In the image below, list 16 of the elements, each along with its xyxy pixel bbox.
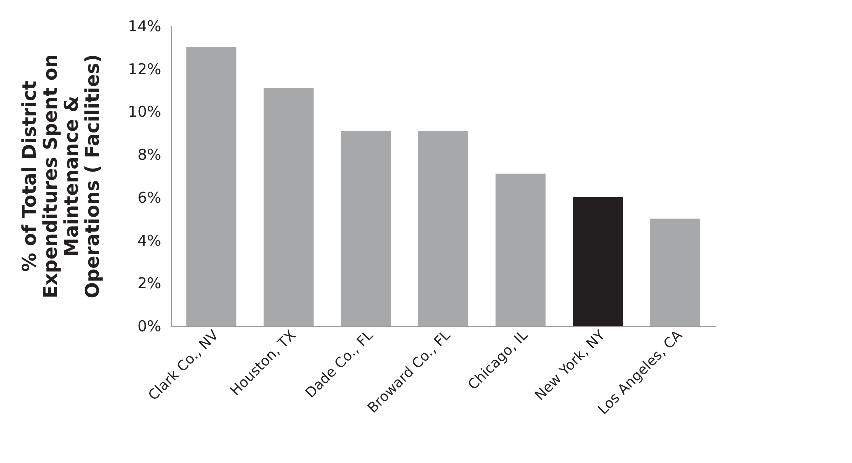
bar [573, 197, 624, 326]
bar [186, 47, 237, 326]
bar [496, 174, 546, 326]
y-tick-label: 10% [128, 103, 162, 122]
bar [264, 88, 314, 326]
bar [650, 218, 700, 326]
y-tick-label: 2% [138, 274, 162, 293]
y-tick-label: 8% [138, 146, 162, 164]
bar [418, 131, 468, 326]
y-tick-label: 4% [138, 232, 162, 250]
y-tick-label: 6% [138, 188, 162, 207]
y-tick-label: 14% [128, 18, 162, 36]
bar [341, 131, 392, 326]
y-axis-title: % of Total District Expenditures Spent on Maintenance & Operations ( Facilities) [19, 54, 104, 299]
y-tick-label: 12% [128, 60, 162, 78]
y-tick-label: 0% [138, 318, 162, 336]
